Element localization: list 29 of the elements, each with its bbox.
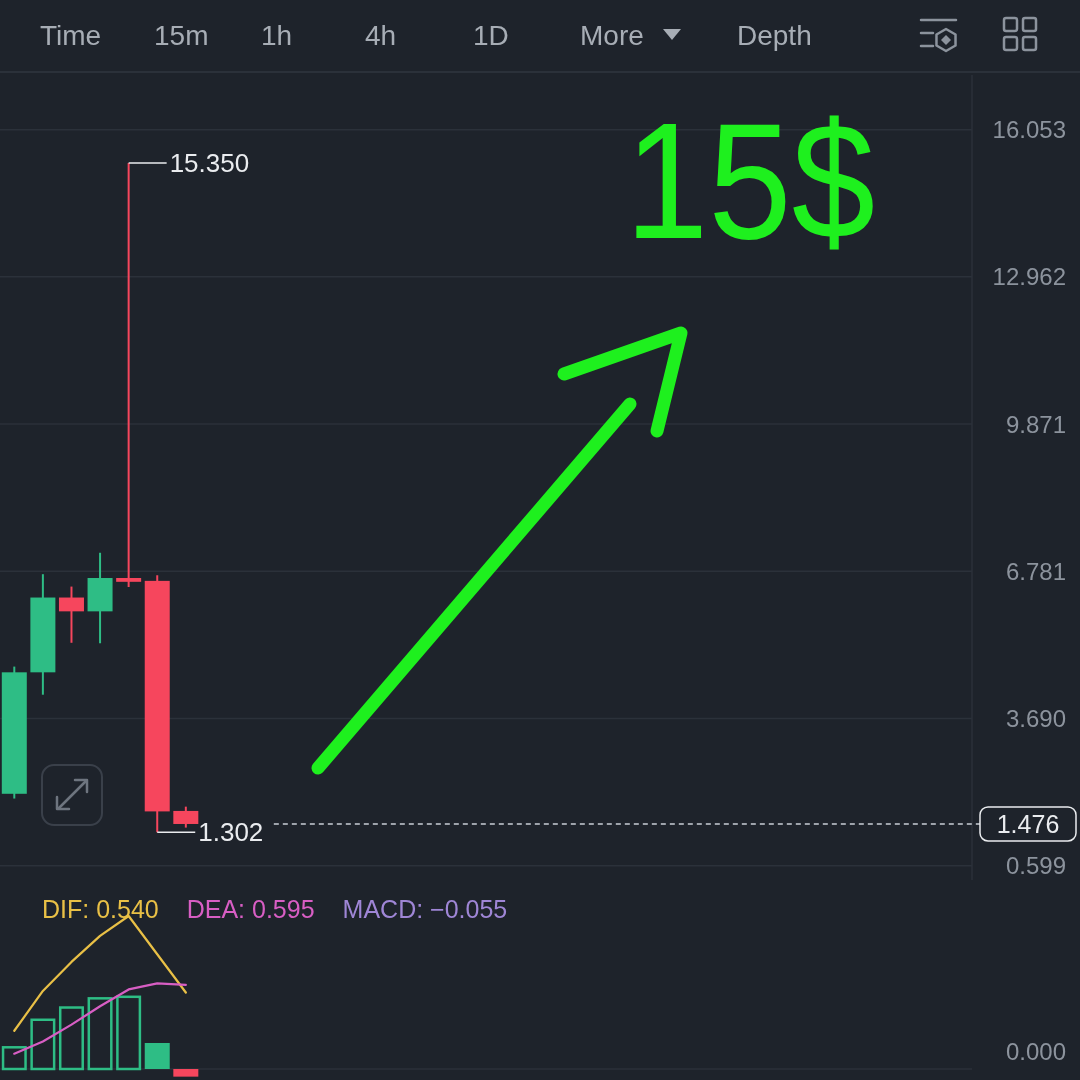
candlestick: [116, 162, 142, 589]
text: DEA: 0.595: [186, 894, 315, 923]
bar: [116, 995, 142, 1071]
y-tick-label: 6.781: [1005, 557, 1066, 585]
text: 4h: [365, 20, 397, 51]
series-label: DIF: 0.540: [42, 894, 159, 923]
annotation: 15$: [625, 89, 901, 273]
bar: [87, 997, 113, 1071]
bar: [30, 1018, 56, 1071]
annotation: MACD: −0.055: [342, 894, 508, 923]
text: 15m: [154, 20, 209, 51]
y-tick-label: 3.690: [1005, 704, 1066, 732]
text: 0.000: [1005, 1038, 1066, 1065]
bar: [144, 1042, 170, 1069]
annotation: 15.350: [169, 148, 250, 179]
text: Time: [40, 20, 102, 51]
bar: [173, 1069, 199, 1077]
text: More: [580, 20, 644, 51]
y-tick-label: 0.599: [1005, 852, 1066, 880]
text: 1h: [261, 20, 293, 51]
text: 1D: [473, 20, 509, 51]
bar: [58, 1006, 84, 1071]
annotation: 1.302: [198, 817, 264, 848]
text: Depth: [737, 20, 812, 51]
y-tick-label: 12.962: [992, 263, 1066, 291]
y-tick-label: 16.053: [992, 116, 1066, 144]
ref-line-label: 1.476: [996, 809, 1060, 838]
y-tick-label: 9.871: [1005, 410, 1066, 438]
bar: [1, 1046, 27, 1071]
